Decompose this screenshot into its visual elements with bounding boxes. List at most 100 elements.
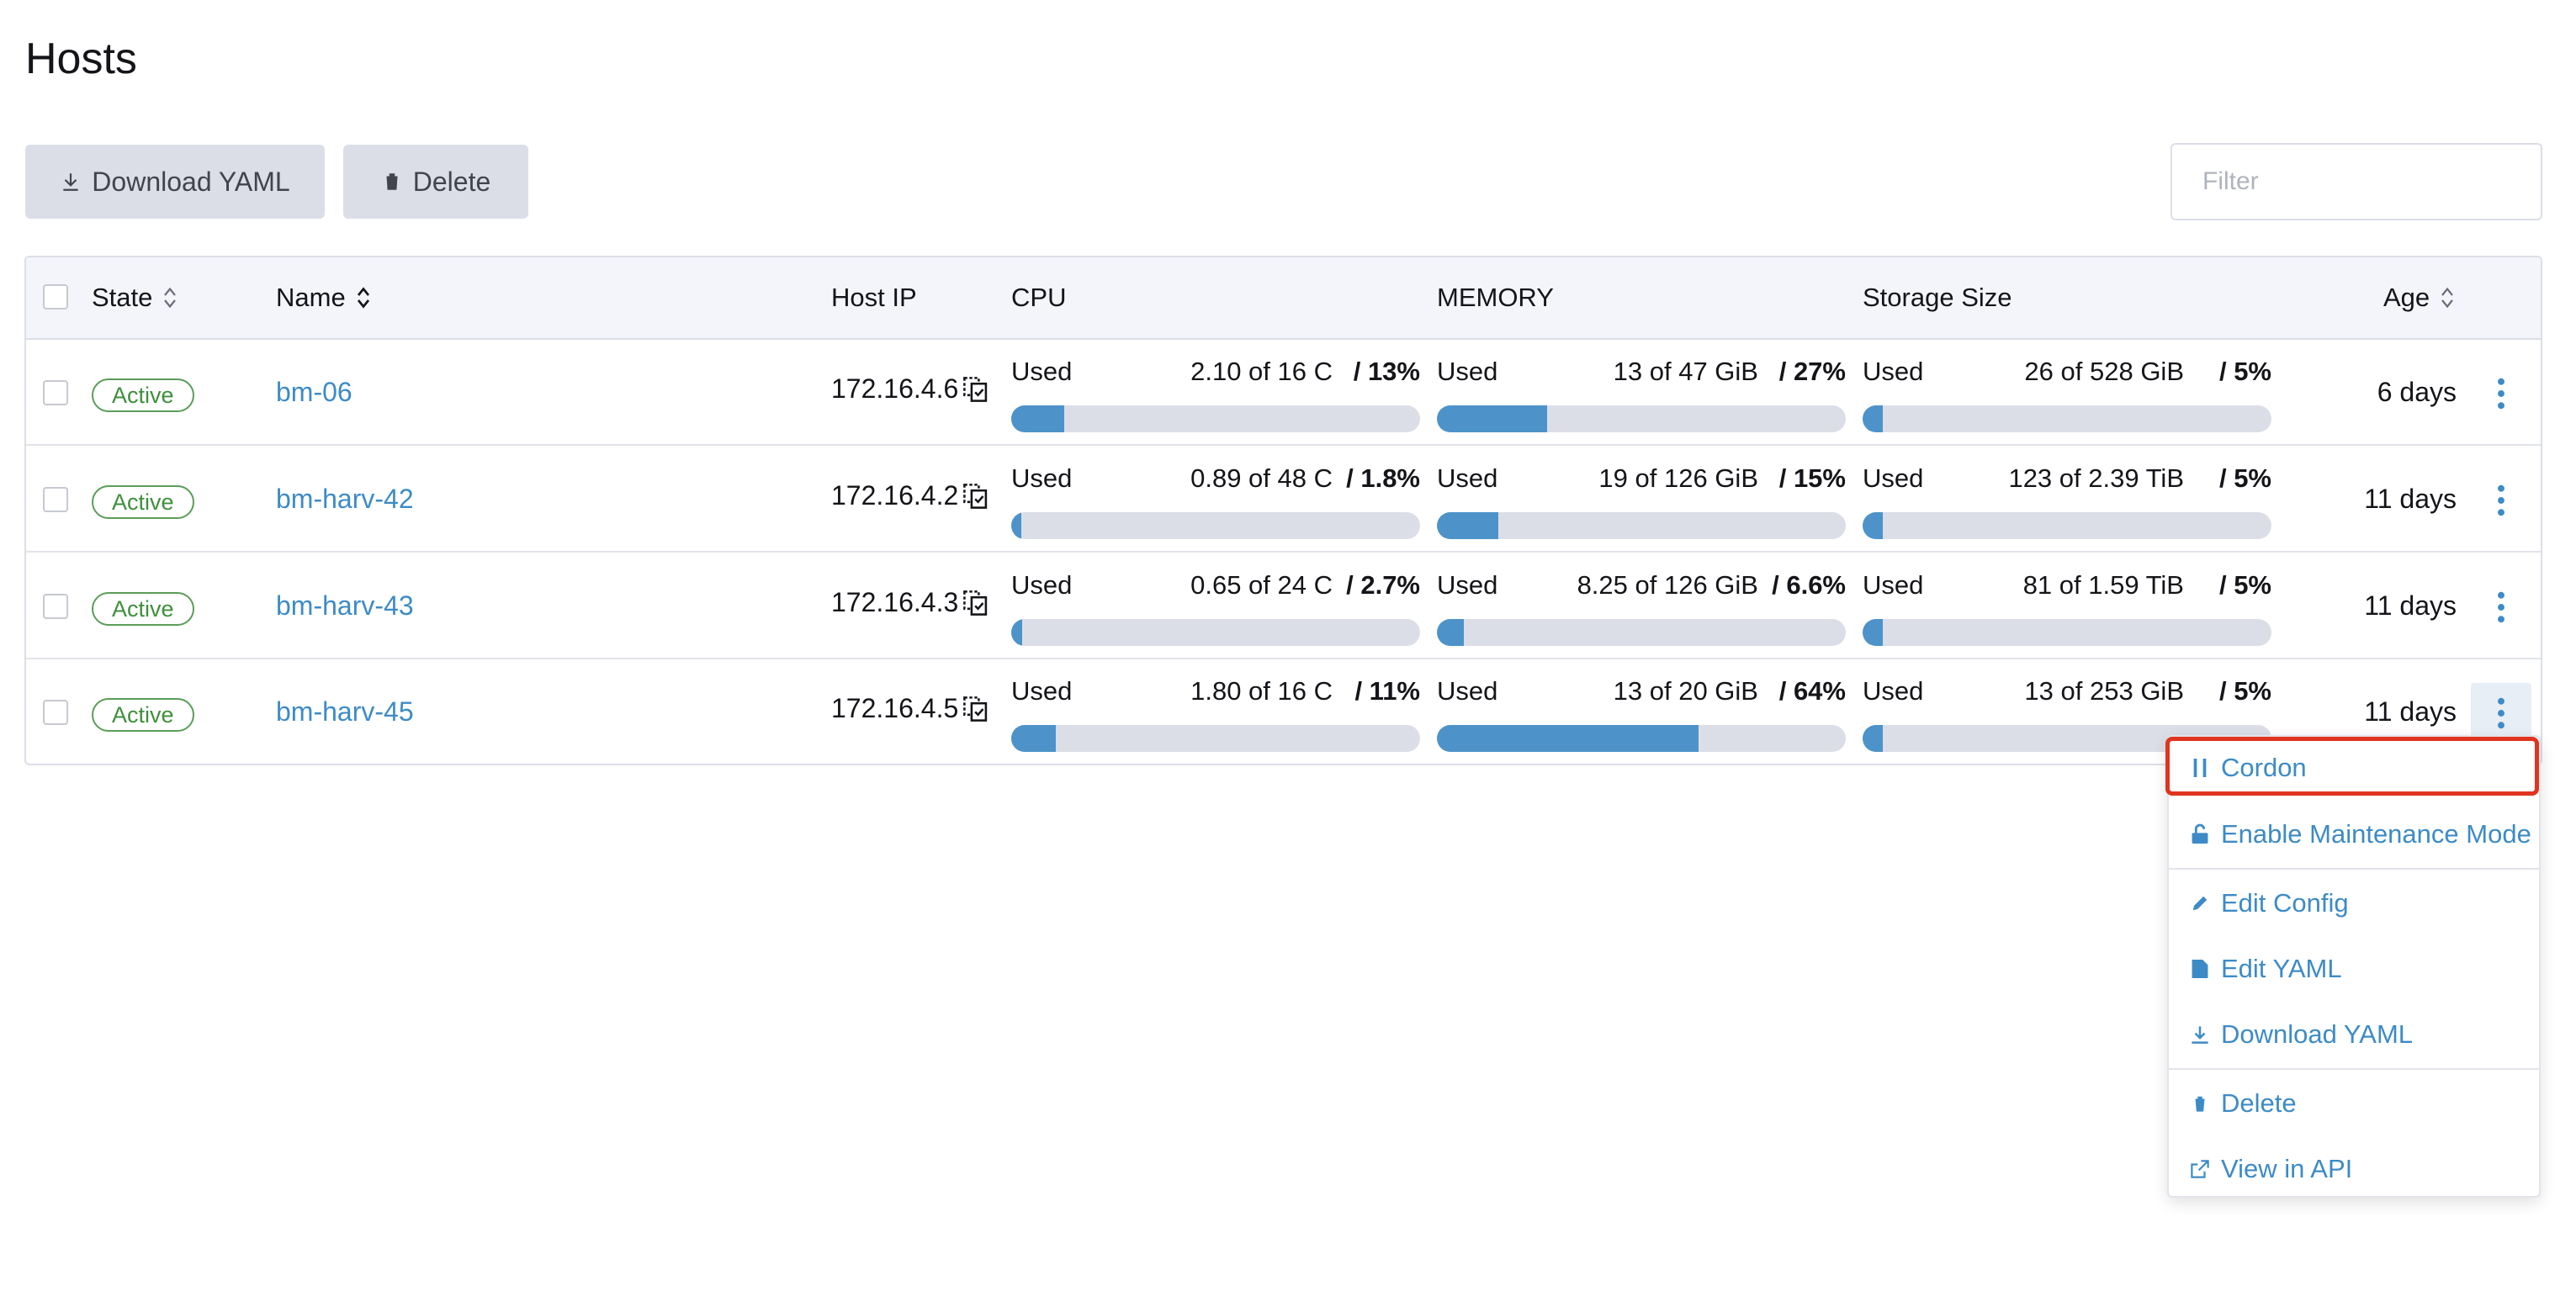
- row-actions-button[interactable]: [2471, 683, 2531, 743]
- cpu-usage: Used 0.65 of 24 C / 2.7%: [1011, 570, 1420, 646]
- storage-usage: Used 26 of 528 GiB / 5%: [1863, 357, 2271, 432]
- menu-item-delete[interactable]: Delete: [2191, 1080, 2297, 1127]
- column-header-age[interactable]: Age: [2383, 283, 2455, 313]
- cpu-percent: / 11%: [1354, 676, 1420, 706]
- copy-icon[interactable]: [962, 481, 990, 511]
- storage-used-label: Used: [1863, 463, 1924, 493]
- cpu-usage: Used 2.10 of 16 C / 13%: [1011, 357, 1420, 432]
- download-icon: [63, 173, 78, 191]
- column-header-state[interactable]: State: [92, 283, 178, 313]
- menu-item-enable-maintenance-mode[interactable]: Enable Maintenance Mode: [2191, 811, 2531, 858]
- cpu-amount: 1.80 of 16 C: [1190, 676, 1333, 706]
- host-ip-text: 172.16.4.2: [831, 480, 959, 511]
- download-yaml-label: Download YAML: [92, 166, 290, 197]
- storage-progress-fill: [1863, 405, 1884, 432]
- mem-amount: 19 of 126 GiB: [1598, 463, 1758, 493]
- mem-progress-fill: [1437, 725, 1699, 752]
- mem-amount: 13 of 20 GiB: [1613, 676, 1758, 706]
- page-title: Hosts: [25, 34, 137, 83]
- kebab-icon: [2498, 591, 2504, 623]
- menu-item-edit-yaml[interactable]: Edit YAML: [2191, 945, 2342, 992]
- column-header-storage: Storage Size: [1863, 283, 2012, 312]
- select-all-checkbox[interactable]: [43, 284, 68, 310]
- column-header-name[interactable]: Name: [276, 283, 371, 313]
- column-header-host-ip: Host IP: [831, 283, 917, 312]
- menu-item-download-yaml[interactable]: Download YAML: [2191, 1011, 2413, 1058]
- table-row: Active bm-harv-42 172.16.4.2 Used 0.89 of 48…: [26, 447, 2541, 553]
- mem-amount: 13 of 47 GiB: [1613, 357, 1758, 386]
- host-ip: 172.16.4.5: [831, 693, 990, 724]
- delete-label: Delete: [412, 166, 491, 197]
- storage-usage: Used 123 of 2.39 TiB / 5%: [1863, 463, 2271, 539]
- mem-usage: Used 13 of 47 GiB / 27%: [1437, 357, 1846, 432]
- mem-progress-bar: [1437, 512, 1846, 539]
- cpu-progress-bar: [1011, 405, 1420, 432]
- status-badge: Active: [92, 485, 194, 519]
- sort-icon: [2441, 287, 2454, 309]
- host-name-link[interactable]: bm-harv-42: [276, 484, 414, 514]
- storage-percent: / 5%: [2218, 676, 2271, 706]
- host-name-link[interactable]: bm-harv-43: [276, 590, 414, 621]
- storage-progress-bar: [1863, 512, 2271, 539]
- cpu-progress-bar: [1011, 512, 1420, 539]
- download-yaml-button[interactable]: Download YAML: [25, 145, 325, 219]
- host-name-link[interactable]: bm-harv-45: [276, 696, 414, 727]
- mem-used-label: Used: [1437, 676, 1498, 706]
- row-checkbox[interactable]: [43, 380, 68, 405]
- table-header: State Name Host IP CPU MEMORY Storage Si…: [26, 257, 2541, 340]
- mem-progress-bar: [1437, 405, 1846, 432]
- host-ip: 172.16.4.2: [831, 480, 990, 511]
- host-name-link[interactable]: bm-06: [276, 377, 352, 407]
- column-header-memory: MEMORY: [1437, 283, 1554, 312]
- cpu-progress-fill: [1011, 619, 1023, 646]
- kebab-icon: [2498, 697, 2504, 729]
- cpu-progress-fill: [1011, 725, 1057, 752]
- copy-icon[interactable]: [962, 588, 990, 618]
- storage-amount: 13 of 253 GiB: [2024, 676, 2184, 706]
- trash-icon: [2192, 1096, 2208, 1112]
- row-actions-button[interactable]: [2471, 363, 2531, 424]
- sort-icon: [357, 287, 369, 309]
- storage-percent: / 5%: [2218, 357, 2271, 386]
- row-checkbox[interactable]: [43, 487, 68, 512]
- cpu-progress-bar: [1011, 619, 1420, 646]
- mem-progress-fill: [1437, 512, 1498, 539]
- copy-icon[interactable]: [962, 374, 990, 405]
- menu-item-cordon[interactable]: Cordon: [2191, 744, 2307, 791]
- download-icon: [2192, 1026, 2208, 1044]
- cpu-percent: / 2.7%: [1346, 570, 1420, 600]
- mem-progress-fill: [1437, 619, 1465, 646]
- storage-percent: / 5%: [2218, 570, 2271, 600]
- pause-icon: [2193, 759, 2207, 777]
- storage-used-label: Used: [1863, 676, 1924, 706]
- table-row: Active bm-harv-43 172.16.4.3 Used 0.65 of 24…: [26, 553, 2541, 659]
- filter-input[interactable]: [2171, 143, 2542, 220]
- hosts-table: State Name Host IP CPU MEMORY Storage Si…: [24, 256, 2542, 765]
- cpu-used-label: Used: [1011, 463, 1073, 493]
- storage-used-label: Used: [1863, 357, 1924, 386]
- cpu-usage: Used 0.89 of 48 C / 1.8%: [1011, 463, 1420, 539]
- status-badge: Active: [92, 592, 194, 626]
- cpu-used-label: Used: [1011, 676, 1073, 706]
- kebab-icon: [2498, 484, 2504, 516]
- storage-amount: 81 of 1.59 TiB: [2022, 570, 2184, 600]
- row-checkbox[interactable]: [43, 594, 68, 619]
- menu-item-edit-config[interactable]: Edit Config: [2191, 880, 2349, 927]
- row-actions-button[interactable]: [2471, 577, 2531, 638]
- age-value: 11 days: [2364, 696, 2457, 727]
- copy-icon[interactable]: [962, 694, 990, 724]
- storage-amount: 123 of 2.39 TiB: [2008, 463, 2184, 493]
- row-checkbox[interactable]: [43, 700, 68, 725]
- cpu-percent: / 1.8%: [1346, 463, 1420, 493]
- delete-button[interactable]: Delete: [343, 145, 528, 219]
- mem-used-label: Used: [1437, 463, 1498, 493]
- unlock-icon: [2192, 823, 2208, 844]
- mem-progress-fill: [1437, 405, 1548, 432]
- mem-percent: / 64%: [1778, 676, 1846, 706]
- cpu-usage: Used 1.80 of 16 C / 11%: [1011, 676, 1420, 752]
- storage-percent: / 5%: [2218, 463, 2271, 493]
- row-actions-button[interactable]: [2471, 470, 2531, 531]
- storage-amount: 26 of 528 GiB: [2024, 357, 2184, 386]
- trash-icon: [384, 173, 400, 190]
- menu-item-view-in-api[interactable]: View in API: [2191, 1146, 2352, 1193]
